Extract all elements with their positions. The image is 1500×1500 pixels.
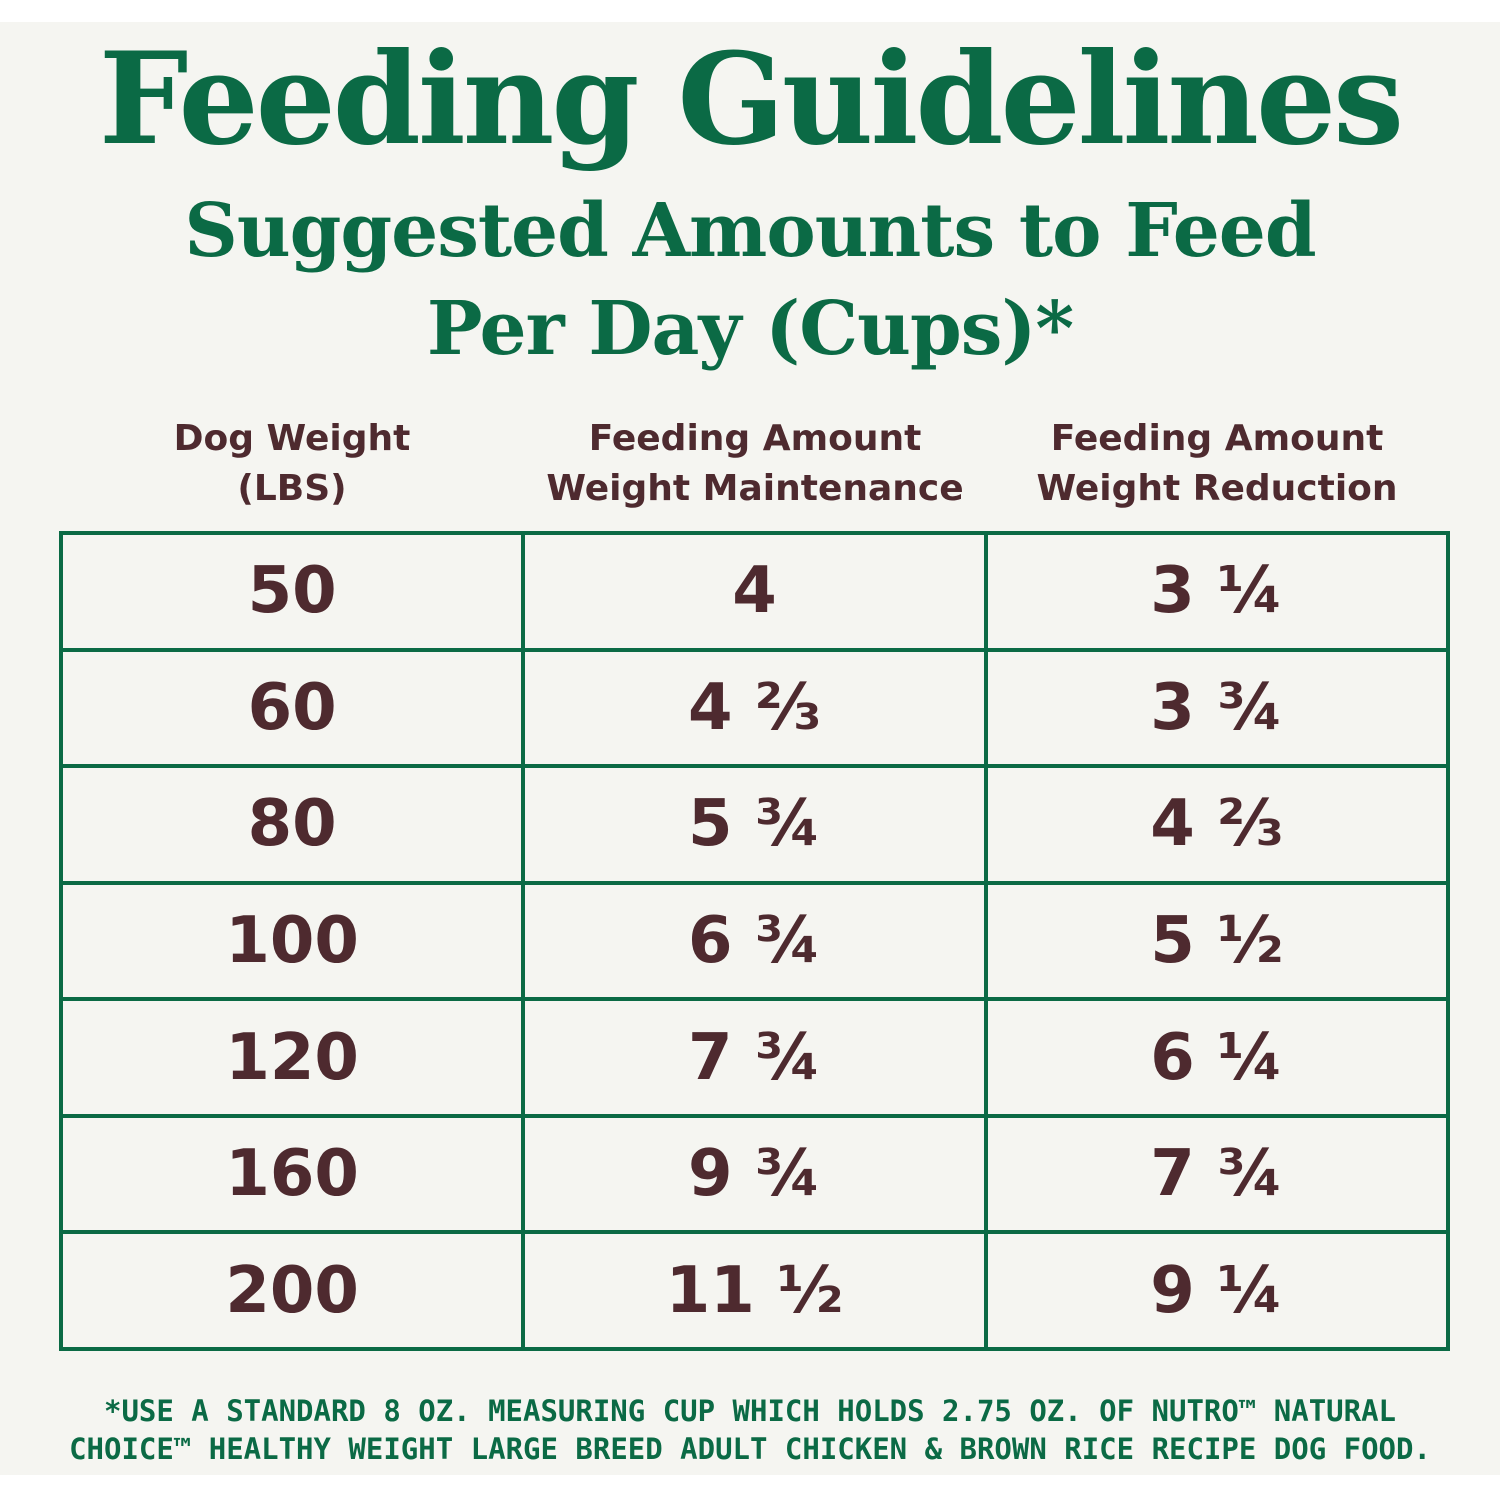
header-line: Dog Weight	[173, 418, 411, 459]
dog-weight-cell: 60	[58, 647, 526, 769]
header-line: Weight Maintenance	[546, 468, 964, 509]
header-dog-weight: Dog Weight (LBS)	[60, 414, 524, 514]
feeding-table: 50 4 3 ¼ 60 4 ⅔ 3 ¾ 80 5 ¾ 4 ⅔ 100 6 ¾ 5…	[58, 531, 1451, 1351]
header-weight-reduction: Feeding Amount Weight Reduction	[986, 414, 1448, 514]
reduction-cell: 3 ¾	[983, 647, 1451, 769]
reduction-cell: 7 ¾	[983, 1113, 1451, 1235]
maintenance-cell: 4 ⅔	[521, 647, 988, 769]
feeding-guidelines-panel: Feeding Guidelines Suggested Amounts to …	[0, 22, 1500, 1475]
reduction-cell: 4 ⅔	[983, 764, 1451, 885]
table-row: 160 9 ¾ 7 ¾	[58, 1113, 1451, 1235]
footnote-line-2: CHOICE™ HEALTHY WEIGHT LARGE BREED ADULT…	[69, 1432, 1431, 1466]
dog-weight-cell: 200	[58, 1230, 526, 1351]
dog-weight-cell: 120	[58, 997, 526, 1118]
table-row: 80 5 ¾ 4 ⅔	[58, 764, 1451, 885]
footnote: *USE A STANDARD 8 OZ. MEASURING CUP WHIC…	[0, 1392, 1500, 1468]
page-title: Feeding Guidelines	[98, 25, 1404, 173]
dog-weight-cell: 80	[58, 764, 526, 885]
footnote-line-1: *USE A STANDARD 8 OZ. MEASURING CUP WHIC…	[103, 1394, 1396, 1428]
table-row: 60 4 ⅔ 3 ¾	[58, 647, 1451, 769]
header-line: Feeding Amount	[588, 418, 922, 459]
dog-weight-cell: 50	[58, 531, 526, 652]
maintenance-cell: 9 ¾	[521, 1113, 988, 1235]
reduction-cell: 6 ¼	[983, 997, 1451, 1118]
header-line: (LBS)	[237, 468, 347, 509]
header-line: Weight Reduction	[1036, 468, 1398, 509]
header-weight-maintenance: Feeding Amount Weight Maintenance	[524, 414, 986, 514]
table-row: 50 4 3 ¼	[58, 531, 1451, 652]
maintenance-cell: 5 ¾	[521, 764, 988, 885]
reduction-cell: 3 ¼	[983, 531, 1451, 652]
subtitle-line-2: Per Day (Cups)*	[426, 286, 1074, 372]
maintenance-cell: 11 ½	[521, 1230, 988, 1351]
maintenance-cell: 6 ¾	[521, 880, 988, 1002]
subtitle-line-1: Suggested Amounts to Feed	[184, 188, 1316, 274]
header-line: Feeding Amount	[1050, 418, 1384, 459]
table-row: 200 11 ½ 9 ¼	[58, 1230, 1451, 1351]
table-row: 120 7 ¾ 6 ¼	[58, 997, 1451, 1118]
maintenance-cell: 7 ¾	[521, 997, 988, 1118]
reduction-cell: 5 ½	[983, 880, 1451, 1002]
dog-weight-cell: 160	[58, 1113, 526, 1235]
dog-weight-cell: 100	[58, 880, 526, 1002]
reduction-cell: 9 ¼	[983, 1230, 1451, 1351]
maintenance-cell: 4	[521, 531, 988, 652]
table-row: 100 6 ¾ 5 ½	[58, 880, 1451, 1002]
subtitle: Suggested Amounts to Feed Per Day (Cups)…	[0, 182, 1500, 378]
